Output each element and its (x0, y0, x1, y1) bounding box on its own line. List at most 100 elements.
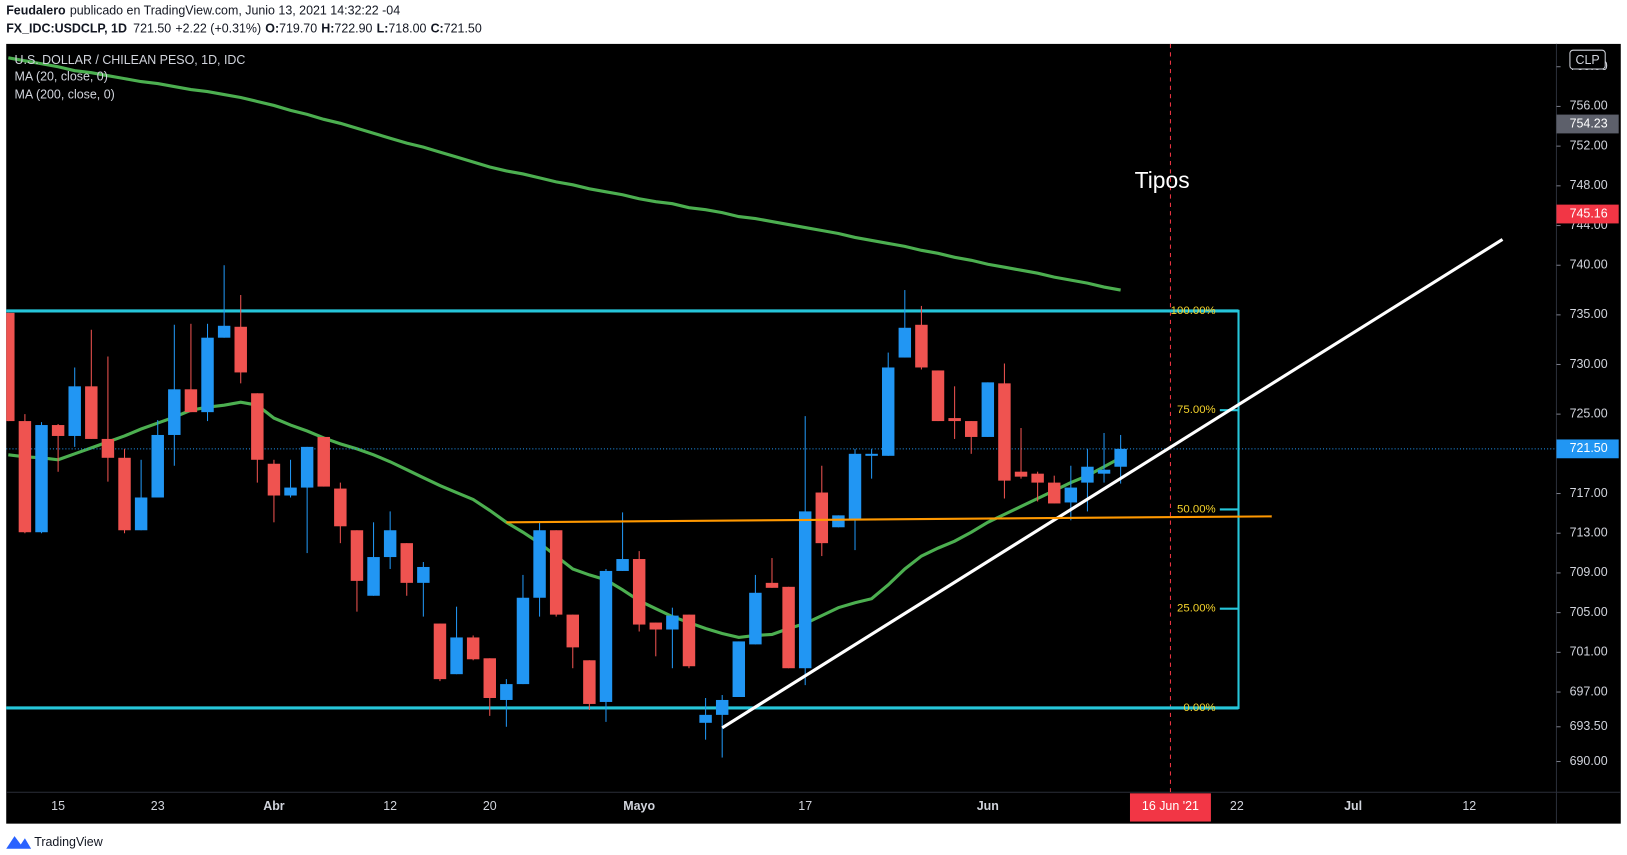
candle-body (151, 434, 164, 498)
candle-body (516, 597, 530, 685)
crosshair-label: 16 Jun '21 (1142, 799, 1199, 813)
y-tick-label: 693.50 (1570, 719, 1608, 733)
candle-body (267, 463, 281, 496)
c-label: C: (431, 22, 444, 36)
candle-body (85, 386, 98, 439)
pane: 100.00% 75.00% 50.00% 25.00% 0.00% Tipos (6, 43, 1557, 793)
o-value: 719.70 (279, 22, 317, 36)
price-label: 745.16 (1570, 206, 1608, 220)
legend-entry: MA (200, close, 0) (15, 87, 115, 101)
candle-body (483, 658, 496, 698)
candle-body (317, 436, 330, 487)
candle-body (184, 389, 198, 413)
candle-body (699, 714, 712, 723)
l-value: 718.00 (388, 22, 426, 36)
x-tick-label: 15 (51, 799, 65, 813)
candle-body (35, 425, 48, 533)
candle-body (765, 582, 779, 588)
candle-body (865, 453, 878, 456)
x-tick-label: 12 (1462, 799, 1476, 813)
candle-body (6, 312, 15, 422)
y-tick-label: 713.00 (1570, 525, 1608, 539)
candle-body (533, 530, 546, 598)
candle-body (101, 438, 115, 458)
x-tick-label: 17 (798, 799, 812, 813)
candle-body (168, 389, 181, 435)
candle-body (848, 453, 862, 520)
x-tick-label: 20 (483, 799, 497, 813)
price-label-box (1556, 114, 1619, 134)
candle-body (1081, 466, 1094, 483)
ma-line (8, 56, 1121, 292)
fib-label: 75.00% (1177, 404, 1216, 416)
candle-body (1031, 473, 1044, 483)
change: +2.22 (+0.31%) (175, 22, 261, 36)
chart-title: U.S. DOLLAR / CHILEAN PESO, 1D, IDC (15, 53, 246, 67)
y-tick-label: 705.00 (1570, 605, 1608, 619)
last-price: 721.50 (133, 22, 171, 36)
candle-body (68, 386, 81, 436)
candle-body (898, 327, 912, 358)
x-tick-label: Abr (263, 799, 285, 813)
candle-body (1114, 448, 1127, 467)
crosshair-label-box (1129, 793, 1211, 822)
candle-body (433, 623, 447, 680)
candle-body (566, 614, 579, 648)
candle-body (1097, 469, 1111, 474)
chart-background (6, 43, 1621, 824)
candle-body (18, 421, 32, 533)
candle-body (251, 393, 264, 460)
x-tick-label: Jul (1344, 799, 1362, 813)
candle-body (549, 530, 563, 615)
candle-body (749, 592, 762, 645)
header-line-2: FX_IDC:USDCLP, 1D 721.50 +2.22 (+0.31%) O:7… (6, 22, 482, 36)
y-tick-label: 756.00 (1570, 99, 1608, 113)
l-label: L: (377, 22, 389, 36)
currency-label: CLP (1575, 53, 1599, 67)
candle-body (367, 557, 380, 596)
candle-body (217, 325, 231, 338)
y-tick-label: 690.00 (1570, 754, 1608, 768)
candle-body (981, 382, 995, 437)
candle-body (118, 457, 131, 531)
y-tick-label: 752.00 (1570, 138, 1608, 152)
candle-body (881, 367, 895, 456)
x-tick-label: 12 (383, 799, 397, 813)
candle-body (500, 684, 513, 700)
candle-body (383, 530, 397, 558)
y-tick-label: 735.00 (1570, 307, 1608, 321)
candle-body (1014, 471, 1028, 477)
o-label: O: (265, 22, 279, 36)
published: publicado en TradingView.com, Junio 13, … (70, 4, 400, 18)
candle-body (450, 637, 463, 675)
candle-body (915, 324, 928, 368)
candle-body (931, 370, 945, 422)
candle-body (964, 421, 978, 437)
price-label: 721.50 (1570, 441, 1608, 455)
trend-line (721, 238, 1504, 730)
support-line (506, 515, 1272, 524)
candle-body (417, 566, 430, 583)
candle-body (1048, 482, 1061, 504)
candle-body (134, 497, 148, 531)
candle-body (334, 488, 347, 527)
x-tick-label: Mayo (623, 799, 655, 813)
candle-body (466, 637, 480, 660)
candle-body (948, 418, 961, 422)
x-tick-label: Jun (977, 799, 999, 813)
c-value: 721.50 (444, 22, 482, 36)
fib-label: 25.00% (1177, 603, 1216, 615)
axes: 760.00756.00752.00748.00744.00740.00735.… (51, 59, 1619, 822)
candle-body (682, 614, 696, 667)
candle-body (782, 586, 795, 669)
candle-body (400, 543, 413, 583)
candle-body (649, 622, 663, 630)
price-label: 754.23 (1570, 116, 1608, 130)
candle-body (798, 511, 812, 669)
annotation: Tipos (1135, 167, 1190, 193)
h-value: 722.90 (334, 22, 372, 36)
y-tick-label: 717.00 (1570, 486, 1608, 500)
candle-body (715, 699, 729, 715)
y-tick-label: 748.00 (1570, 178, 1608, 192)
